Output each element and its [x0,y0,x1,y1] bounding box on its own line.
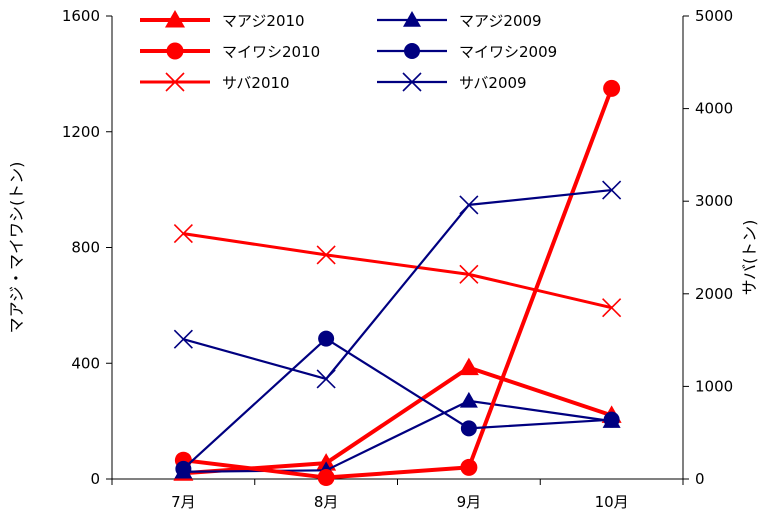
data-point [602,298,622,318]
series-line [183,232,612,310]
series-3 [174,79,621,487]
series-line [182,337,612,470]
data-point [460,420,477,437]
x-marker-stroke [165,72,185,92]
data-point [603,411,620,428]
data-point [173,329,193,349]
data-point [318,330,335,347]
x-marker-stroke [402,72,422,92]
x-marker-stroke [173,329,193,349]
legend-marker [403,11,421,27]
data-point [459,195,479,215]
x-tick-label: 7月 [171,493,196,511]
x-marker-stroke [173,224,193,244]
series-line [183,399,612,473]
x-tick-label: 8月 [314,493,339,511]
data-point [316,369,336,389]
x-marker-stroke [602,180,622,200]
legend-marker [402,72,422,92]
data-point [602,180,622,200]
chart-series [173,79,622,487]
legend-marker [404,43,420,59]
legend-item: マアジ2009 [377,11,542,30]
left-tick-label: 0 [90,470,100,488]
series-6 [173,180,622,389]
right-tick-label: 5000 [695,7,733,25]
right-tick-label: 0 [695,470,705,488]
series-line [183,188,612,381]
x-marker-stroke [316,369,336,389]
right-tick-label: 1000 [695,377,733,395]
x-marker-stroke [459,264,479,284]
y-axis-title-right: サバ(トン) [740,220,759,296]
data-point [459,264,479,284]
legend-label: サバ2009 [459,74,527,92]
legend-label: マイワシ2009 [459,43,557,61]
legend-item: マイワシ2010 [140,42,320,61]
left-tick-label: 800 [71,239,100,257]
legend-label: サバ2010 [222,74,290,92]
legend-label: マイワシ2010 [222,43,320,61]
left-tick-label: 1200 [62,123,100,141]
data-point [175,460,192,477]
series-4 [175,330,620,477]
chart-legend: マアジ2010 マアジ2009 マイワシ2010 マイワシ2009 サバ2010 サバ20… [140,10,557,92]
legend-item: マイワシ2009 [377,43,557,61]
x-tick-label: 9月 [457,493,482,511]
data-point [460,458,478,476]
series-1 [173,357,622,481]
chart-axes: 0 400 800 1200 1600 0 1000 2000 3000 4000 5000 7月 8月… [7,7,759,511]
right-tick-label: 2000 [695,285,733,303]
data-point [459,391,478,408]
x-marker-stroke [459,195,479,215]
data-point [603,79,621,97]
data-point [317,469,335,487]
legend-marker [165,10,185,28]
legend-item: サバ2009 [377,72,527,92]
data-point [173,224,193,244]
legend-marker [165,72,185,92]
x-tick-label: 10月 [595,493,629,511]
legend-label: マアジ2009 [459,12,542,30]
series-line [183,87,614,480]
legend-item: マアジ2010 [140,10,305,30]
right-tick-label: 4000 [695,100,733,118]
y-axis-title-left: マアジ・マイワシ(トン) [7,162,26,334]
left-tick-label: 1600 [62,7,100,25]
x-marker-stroke [602,298,622,318]
legend-marker [166,42,184,60]
legend-item: サバ2010 [140,72,290,92]
left-tick-label: 400 [71,354,100,372]
series-5 [173,224,622,318]
data-point [458,357,479,376]
legend-label: マアジ2010 [222,12,305,30]
data-point [316,245,336,265]
right-tick-label: 3000 [695,192,733,210]
x-marker-stroke [316,245,336,265]
